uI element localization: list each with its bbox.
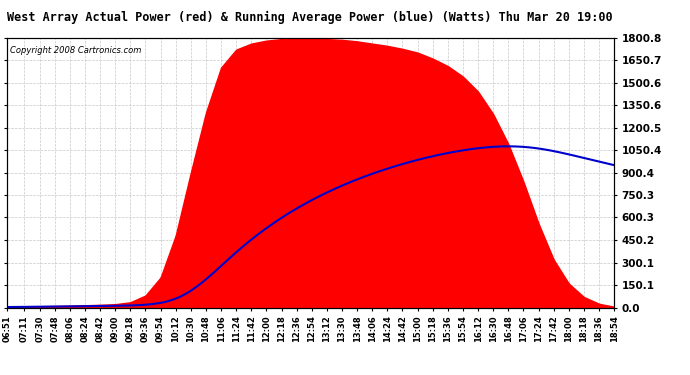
Text: Copyright 2008 Cartronics.com: Copyright 2008 Cartronics.com xyxy=(10,46,141,55)
Text: West Array Actual Power (red) & Running Average Power (blue) (Watts) Thu Mar 20 : West Array Actual Power (red) & Running … xyxy=(7,11,613,24)
